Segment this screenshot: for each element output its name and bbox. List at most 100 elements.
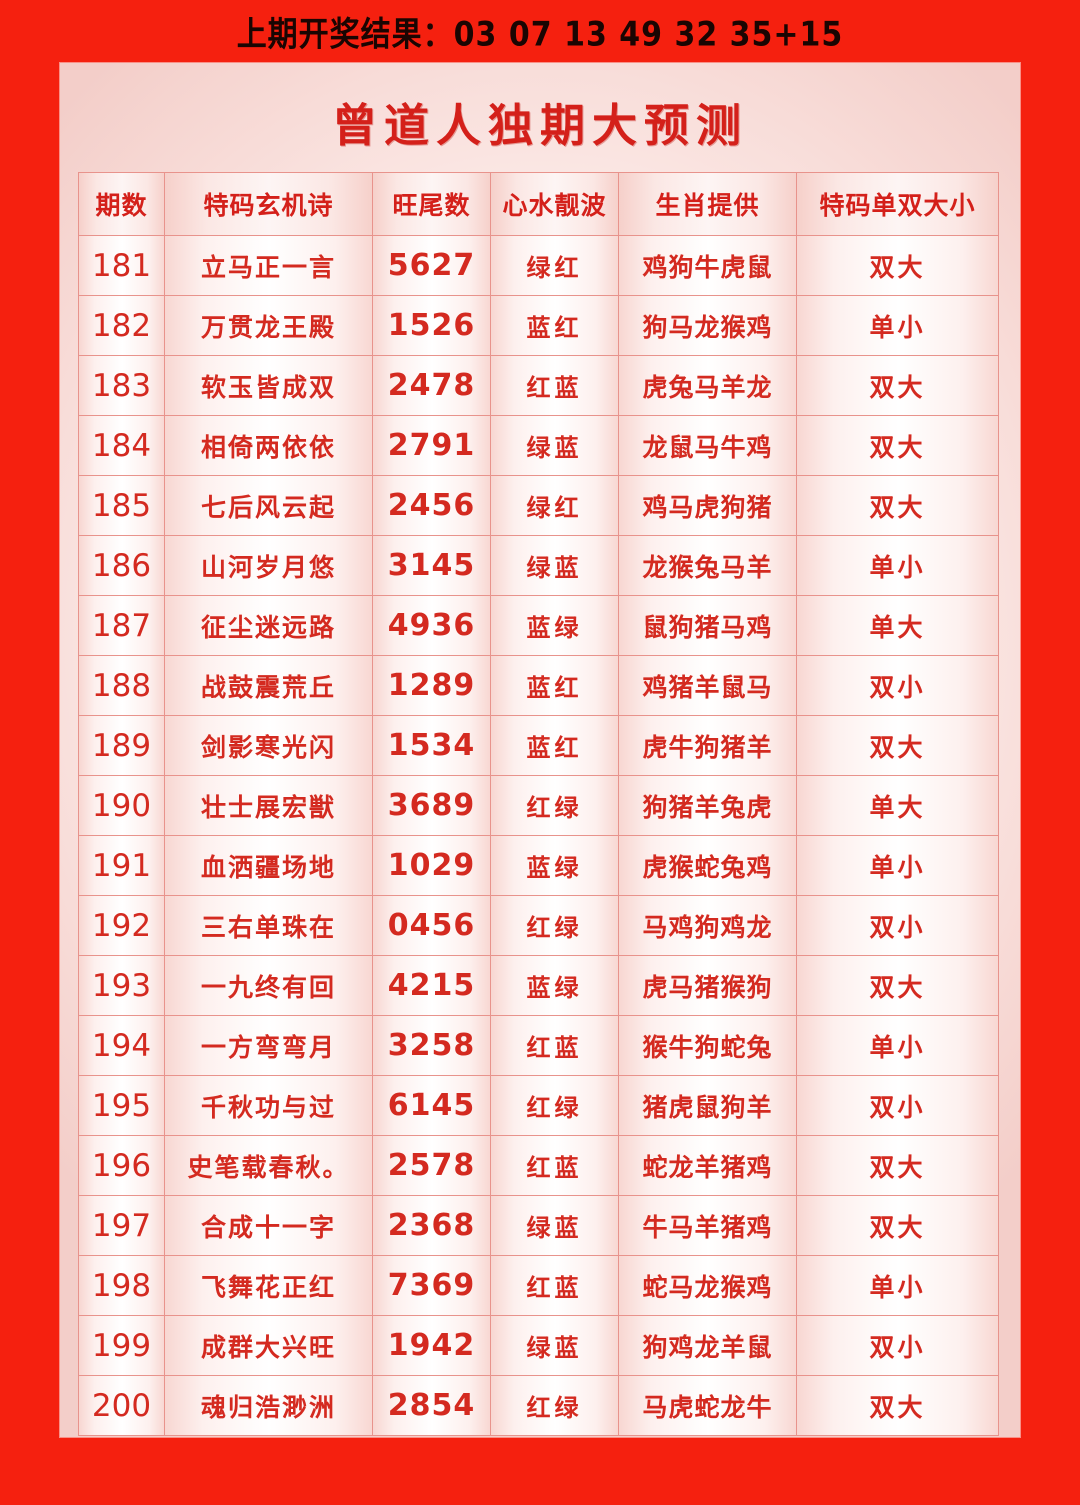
table-row: 195 千秋功与过 6145 红绿 猪虎鼠狗羊 双小 xyxy=(78,1075,999,1136)
table-row: 190 壮士展宏獣 3689 红绿 狗猪羊兔虎 单大 xyxy=(78,775,999,836)
cell-zodiac: 马虎蛇龙牛 xyxy=(618,1375,797,1436)
header-zodiac: 生肖提供 xyxy=(618,172,797,236)
cell-wave: 红绿 xyxy=(490,1075,619,1136)
cell-period: 196 xyxy=(78,1135,165,1196)
cell-tail: 2478 xyxy=(372,355,491,416)
cell-period: 189 xyxy=(78,715,165,776)
cell-zodiac: 猴牛狗蛇兔 xyxy=(618,1015,797,1076)
cell-poem: 立马正一言 xyxy=(164,235,373,296)
lottery-result-banner: 上期开奖结果：03 07 13 49 32 35+15 xyxy=(0,0,1080,62)
cell-tail: 1534 xyxy=(372,715,491,776)
cell-wave: 红绿 xyxy=(490,1375,619,1436)
cell-tail: 4215 xyxy=(372,955,491,1016)
cell-period: 194 xyxy=(78,1015,165,1076)
prediction-table: 期数 特码玄机诗 旺尾数 心水靓波 生肖提供 特码单双大小 181 立马正一言 56… xyxy=(78,172,999,1436)
cell-size: 双大 xyxy=(796,1135,999,1196)
cell-size: 单大 xyxy=(796,595,999,656)
cell-wave: 蓝绿 xyxy=(490,835,619,896)
cell-period: 185 xyxy=(78,475,165,536)
cell-period: 186 xyxy=(78,535,165,596)
cell-poem: 血洒疆场地 xyxy=(164,835,373,896)
table-header-row: 期数 特码玄机诗 旺尾数 心水靓波 生肖提供 特码单双大小 xyxy=(78,172,999,236)
cell-wave: 红绿 xyxy=(490,775,619,836)
cell-period: 199 xyxy=(78,1315,165,1376)
cell-zodiac: 鸡猪羊鼠马 xyxy=(618,655,797,716)
cell-size: 单大 xyxy=(796,775,999,836)
table-row: 192 三右单珠在 0456 红绿 马鸡狗鸡龙 双小 xyxy=(78,895,999,956)
cell-size: 单小 xyxy=(796,295,999,356)
table-row: 182 万贯龙王殿 1526 蓝红 狗马龙猴鸡 单小 xyxy=(78,295,999,356)
cell-size: 单小 xyxy=(796,535,999,596)
cell-zodiac: 狗猪羊兔虎 xyxy=(618,775,797,836)
cell-zodiac: 龙鼠马牛鸡 xyxy=(618,415,797,476)
cell-poem: 一方弯弯月 xyxy=(164,1015,373,1076)
cell-period: 200 xyxy=(78,1375,165,1436)
table-row: 185 七后风云起 2456 绿红 鸡马虎狗猪 双大 xyxy=(78,475,999,536)
cell-zodiac: 牛马羊猪鸡 xyxy=(618,1195,797,1256)
cell-zodiac: 虎猴蛇兔鸡 xyxy=(618,835,797,896)
cell-period: 187 xyxy=(78,595,165,656)
cell-tail: 2578 xyxy=(372,1135,491,1196)
cell-poem: 三右单珠在 xyxy=(164,895,373,956)
cell-period: 195 xyxy=(78,1075,165,1136)
cell-zodiac: 马鸡狗鸡龙 xyxy=(618,895,797,956)
cell-period: 181 xyxy=(78,235,165,296)
table-row: 186 山河岁月悠 3145 绿蓝 龙猴兔马羊 单小 xyxy=(78,535,999,596)
cell-size: 单小 xyxy=(796,1255,999,1316)
cell-period: 184 xyxy=(78,415,165,476)
page-title: 曾道人独期大预测 xyxy=(331,99,748,152)
cell-tail: 3258 xyxy=(372,1015,491,1076)
cell-period: 188 xyxy=(78,655,165,716)
cell-zodiac: 蛇龙羊猪鸡 xyxy=(618,1135,797,1196)
cell-period: 198 xyxy=(78,1255,165,1316)
cell-size: 双大 xyxy=(796,1375,999,1436)
cell-wave: 绿红 xyxy=(490,235,619,296)
cell-size: 双小 xyxy=(796,1075,999,1136)
table-row: 184 相倚两依依 2791 绿蓝 龙鼠马牛鸡 双大 xyxy=(78,415,999,476)
header-size: 特码单双大小 xyxy=(796,172,999,236)
cell-size: 单小 xyxy=(796,835,999,896)
cell-size: 双大 xyxy=(796,475,999,536)
cell-wave: 红蓝 xyxy=(490,1135,619,1196)
header-wave: 心水靓波 xyxy=(490,172,619,236)
cell-poem: 软玉皆成双 xyxy=(164,355,373,416)
cell-poem: 征尘迷远路 xyxy=(164,595,373,656)
cell-poem: 合成十一字 xyxy=(164,1195,373,1256)
cell-poem: 壮士展宏獣 xyxy=(164,775,373,836)
cell-zodiac: 狗马龙猴鸡 xyxy=(618,295,797,356)
cell-size: 双大 xyxy=(796,955,999,1016)
table-row: 194 一方弯弯月 3258 红蓝 猴牛狗蛇兔 单小 xyxy=(78,1015,999,1076)
cell-zodiac: 猪虎鼠狗羊 xyxy=(618,1075,797,1136)
prediction-panel: 曾道人独期大预测 期数 特码玄机诗 旺尾数 心水靓波 生肖提供 特码单双大小 1… xyxy=(60,63,1020,1437)
cell-wave: 蓝绿 xyxy=(490,595,619,656)
table-row: 196 史笔载春秋。 2578 红蓝 蛇龙羊猪鸡 双大 xyxy=(78,1135,999,1196)
table-row: 183 软玉皆成双 2478 红蓝 虎兔马羊龙 双大 xyxy=(78,355,999,416)
cell-zodiac: 鼠狗猪马鸡 xyxy=(618,595,797,656)
cell-wave: 绿红 xyxy=(490,475,619,536)
cell-poem: 剑影寒光闪 xyxy=(164,715,373,776)
cell-poem: 史笔载春秋。 xyxy=(164,1135,373,1196)
cell-tail: 2456 xyxy=(372,475,491,536)
header-poem: 特码玄机诗 xyxy=(164,172,373,236)
cell-wave: 蓝红 xyxy=(490,715,619,776)
cell-period: 193 xyxy=(78,955,165,1016)
cell-tail: 2368 xyxy=(372,1195,491,1256)
cell-size: 双大 xyxy=(796,1195,999,1256)
table-row: 189 剑影寒光闪 1534 蓝红 虎牛狗猪羊 双大 xyxy=(78,715,999,776)
cell-poem: 七后风云起 xyxy=(164,475,373,536)
cell-wave: 绿蓝 xyxy=(490,535,619,596)
cell-wave: 绿蓝 xyxy=(490,1315,619,1376)
cell-wave: 绿蓝 xyxy=(490,415,619,476)
cell-poem: 飞舞花正红 xyxy=(164,1255,373,1316)
cell-wave: 蓝红 xyxy=(490,655,619,716)
cell-period: 190 xyxy=(78,775,165,836)
table-row: 197 合成十一字 2368 绿蓝 牛马羊猪鸡 双大 xyxy=(78,1195,999,1256)
cell-size: 双大 xyxy=(796,235,999,296)
cell-tail: 1029 xyxy=(372,835,491,896)
cell-poem: 万贯龙王殿 xyxy=(164,295,373,356)
cell-poem: 山河岁月悠 xyxy=(164,535,373,596)
cell-wave: 蓝红 xyxy=(490,295,619,356)
cell-zodiac: 龙猴兔马羊 xyxy=(618,535,797,596)
cell-size: 双大 xyxy=(796,355,999,416)
